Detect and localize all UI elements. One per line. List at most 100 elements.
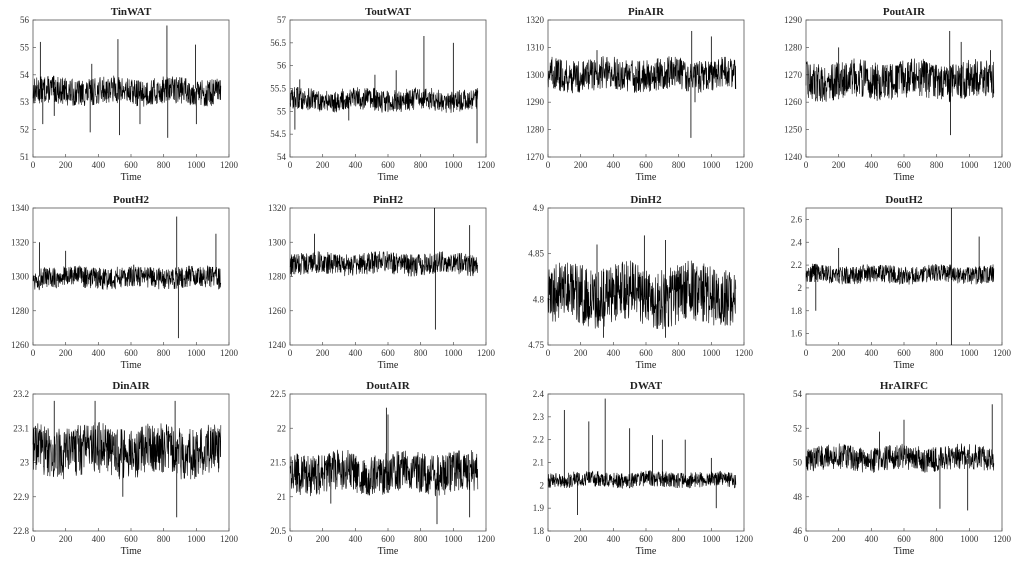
x-tick-label: 400 — [607, 534, 621, 544]
x-tick-label: 1200 — [477, 534, 496, 544]
x-axis-label: Time — [378, 546, 399, 557]
x-tick-label: 1000 — [960, 160, 979, 170]
y-tick-label: 53 — [20, 97, 30, 107]
y-tick-label: 1270 — [526, 152, 545, 162]
subplot-doutair: DoutAIR 0 200 400 600 800 1000 1200 20.5 21 21.5 22… — [270, 380, 495, 557]
y-tick-label: 1320 — [268, 203, 287, 213]
y-tick-label: 4.9 — [533, 203, 545, 213]
subplot-dinair: DinAIR 0 200 400 600 800 1000 1200 22.8 22.9 23 23.… — [13, 380, 238, 557]
x-tick-label: 600 — [639, 348, 653, 358]
x-tick-label: 600 — [639, 160, 653, 170]
y-tick-label: 4.85 — [528, 249, 544, 259]
chart-title: PinAIR — [628, 6, 665, 18]
subplot-pouth2: PoutH2 0 200 400 600 800 1000 1200 1260 1280 1300 1… — [11, 194, 239, 371]
x-tick-label: 0 — [288, 160, 293, 170]
x-tick-label: 1000 — [187, 534, 206, 544]
x-tick-label: 1000 — [960, 534, 979, 544]
x-tick-label: 200 — [59, 534, 73, 544]
chart-title: ToutWAT — [365, 6, 412, 18]
x-tick-label: 1000 — [444, 160, 463, 170]
y-tick-label: 23.2 — [13, 389, 29, 399]
x-tick-label: 800 — [157, 348, 171, 358]
y-tick-label: 52 — [20, 125, 29, 135]
x-tick-label: 1000 — [187, 160, 206, 170]
y-tick-label: 2.4 — [791, 237, 803, 247]
chart-title: PinH2 — [373, 194, 403, 206]
y-tick-label: 4.75 — [528, 340, 544, 350]
x-tick-label: 800 — [930, 160, 944, 170]
x-tick-label: 0 — [31, 348, 36, 358]
x-tick-label: 600 — [381, 160, 395, 170]
series-line — [547, 470, 737, 489]
subplot-toutwat: ToutWAT 0 200 400 600 800 1000 1200 54 54.5 55 55.5… — [270, 6, 495, 183]
series-line — [32, 422, 222, 480]
plot-area — [805, 393, 1003, 532]
subplot-dwat: DWAT 0 200 400 600 800 1000 1200 1.8 1.9 2 2.1 2.2 2.… — [533, 380, 754, 557]
y-tick-label: 54 — [793, 389, 803, 399]
y-tick-label: 1320 — [526, 15, 545, 25]
y-tick-label: 57 — [277, 15, 287, 25]
y-tick-label: 1260 — [11, 340, 30, 350]
x-tick-label: 600 — [124, 160, 138, 170]
x-tick-label: 800 — [672, 348, 686, 358]
x-tick-label: 200 — [832, 160, 846, 170]
plot-area — [547, 19, 745, 158]
x-tick-label: 600 — [124, 348, 138, 358]
x-tick-label: 1000 — [702, 534, 721, 544]
y-tick-label: 21 — [277, 492, 286, 502]
x-axis-label: Time — [378, 360, 399, 371]
x-tick-label: 800 — [414, 534, 428, 544]
series-line — [805, 443, 995, 473]
y-tick-label: 1280 — [268, 272, 287, 282]
x-tick-label: 0 — [804, 160, 809, 170]
series-line — [547, 56, 737, 94]
x-tick-label: 0 — [288, 534, 293, 544]
subplot-poutair: PoutAIR 0 200 400 600 800 1000 1200 1240 1250 1260… — [784, 6, 1012, 183]
x-tick-label: 800 — [157, 534, 171, 544]
series-line — [32, 75, 222, 107]
y-tick-label: 1.8 — [791, 306, 803, 316]
y-tick-label: 23.1 — [13, 423, 29, 433]
x-tick-label: 1000 — [444, 534, 463, 544]
x-tick-label: 1200 — [735, 160, 754, 170]
x-axis-label: Time — [636, 546, 657, 557]
y-tick-label: 1260 — [268, 306, 287, 316]
series-line — [547, 260, 737, 330]
y-tick-label: 56 — [20, 15, 30, 25]
subplot-tinwat: TinWAT 0 200 400 600 800 1000 1200 51 52 53 54 55 56 T… — [20, 6, 239, 183]
x-tick-label: 1200 — [477, 160, 496, 170]
x-tick-label: 400 — [349, 348, 363, 358]
y-tick-label: 2.4 — [533, 389, 545, 399]
y-tick-label: 52 — [793, 423, 802, 433]
x-tick-label: 400 — [349, 534, 363, 544]
x-tick-label: 600 — [897, 534, 911, 544]
x-tick-label: 600 — [381, 534, 395, 544]
x-tick-label: 400 — [607, 160, 621, 170]
y-tick-label: 1300 — [526, 70, 545, 80]
x-tick-label: 400 — [92, 348, 106, 358]
series-line — [289, 251, 479, 277]
x-tick-label: 1000 — [960, 348, 979, 358]
x-tick-label: 600 — [639, 534, 653, 544]
y-tick-label: 56.5 — [270, 38, 286, 48]
x-tick-label: 1200 — [477, 348, 496, 358]
series-line — [805, 58, 995, 103]
x-tick-label: 1200 — [220, 160, 239, 170]
y-tick-label: 1340 — [11, 203, 30, 213]
chart-title: DinAIR — [112, 380, 150, 392]
series-line — [289, 449, 479, 497]
subplot-douth2: DoutH2 0 200 400 600 800 1000 1200 1.6 1.8 2 2.2 2.4… — [791, 194, 1012, 371]
y-tick-label: 51 — [20, 152, 29, 162]
x-tick-label: 200 — [574, 534, 588, 544]
x-tick-label: 200 — [574, 348, 588, 358]
y-tick-label: 46 — [793, 526, 803, 536]
x-tick-label: 200 — [316, 348, 330, 358]
chart-title: HrAIRFC — [880, 380, 928, 392]
x-tick-label: 0 — [546, 160, 551, 170]
x-tick-label: 800 — [414, 348, 428, 358]
chart-title: DoutH2 — [885, 194, 923, 206]
x-tick-label: 800 — [157, 160, 171, 170]
x-axis-label: Time — [894, 172, 915, 183]
x-tick-label: 1000 — [702, 348, 721, 358]
series-line — [805, 263, 995, 285]
